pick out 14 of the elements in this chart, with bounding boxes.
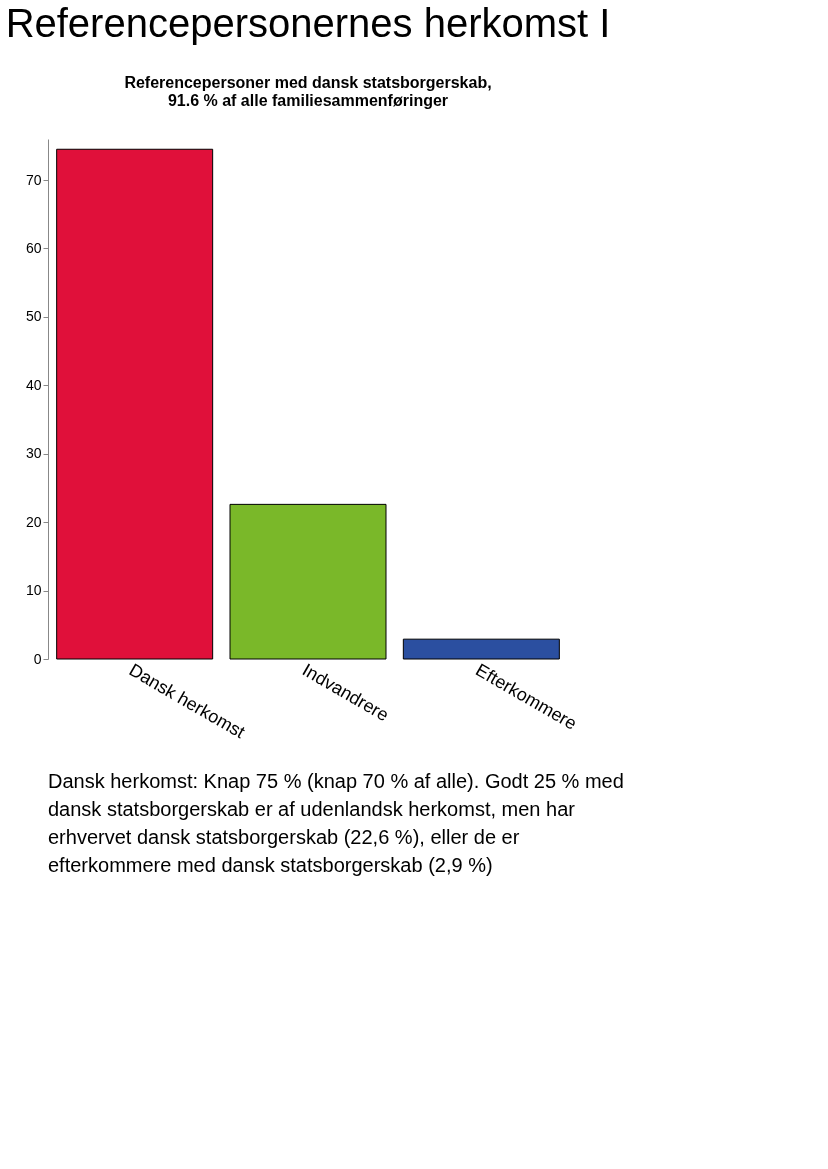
- text: Dansk herkomst: Knap 75 % (knap 70 % af alle). Godt 25 % med dansk statsborgerskab er af udenlandsk herkomst, men har erhvervet dansk statsborgerskab (22,6 %), eller de er efterkommere med dansk statsborgerskab (2,9 %): [48, 770, 624, 876]
- y-tick-label: 70: [25, 171, 42, 188]
- y-tick-label: 10: [25, 582, 42, 599]
- y-tick-label: 20: [25, 513, 42, 530]
- y-tick-label: 60: [25, 239, 42, 256]
- y-tick-label: 30: [25, 445, 42, 462]
- chart-subtitle: Referencepersoner med dansk statsborgerskab, 91.6 % af alle familiesammenføringer: [124, 74, 492, 109]
- y-tick-label: 50: [25, 308, 42, 325]
- bar: [229, 503, 387, 660]
- bar: [402, 638, 560, 660]
- chart-title: Referencepersonernes herkomst I: [5, 1, 611, 45]
- y-tick-label: 0: [33, 650, 42, 667]
- bar: [56, 148, 214, 660]
- y-tick-label: 40: [25, 376, 42, 393]
